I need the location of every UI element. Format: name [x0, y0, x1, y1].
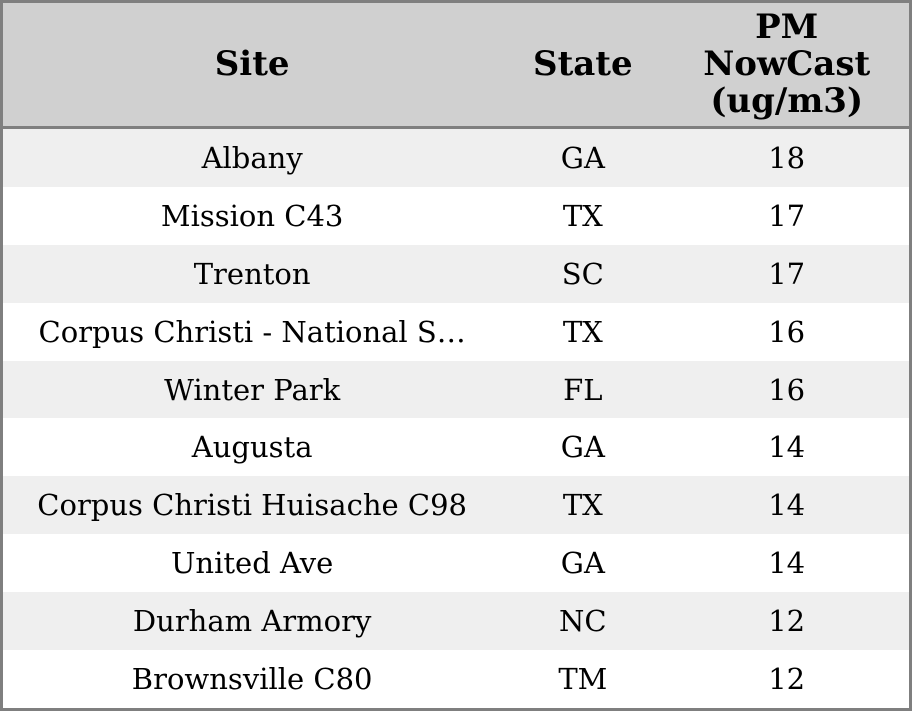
cell-state: SC [561, 256, 604, 291]
column-header-pm-nowcast: PM NowCast (ug/m3) [664, 3, 909, 129]
cell-site: Mission C43 [160, 198, 344, 233]
table-row: United Ave GA 14 [3, 534, 909, 593]
table-row: Corpus Christi Huisache C98 TX 14 [3, 476, 909, 535]
cell-site: Winter Park [164, 372, 341, 407]
cell-state: TX [562, 198, 603, 233]
cell-pm: 12 [768, 662, 806, 697]
cell-pm: 14 [768, 546, 806, 581]
table-row: Albany GA 18 [3, 127, 909, 187]
table-row: Mission C43 TX 17 [3, 186, 909, 245]
table-row: Trenton SC 17 [3, 244, 909, 303]
cell-pm: 17 [768, 256, 806, 291]
cell-site: Augusta [191, 430, 313, 465]
pm-nowcast-table: Site State PM NowCast (ug/m3) Albany GA 18… [3, 3, 909, 708]
cell-pm: 16 [768, 314, 806, 349]
column-header-pm-nowcast-label: PM NowCast (ug/m3) [703, 7, 871, 121]
cell-site: Corpus Christi Huisache C98 [37, 488, 467, 523]
column-header-site-label: Site [214, 44, 290, 84]
cell-site: Trenton [193, 256, 311, 291]
column-header-state-label: State [533, 44, 633, 84]
table-row: Durham Armory NC 12 [3, 592, 909, 651]
cell-state: TX [562, 488, 603, 523]
cell-pm: 18 [768, 140, 806, 175]
cell-site: Corpus Christi - National S… [38, 314, 466, 349]
cell-pm: 17 [768, 198, 806, 233]
cell-state: GA [560, 546, 605, 581]
cell-site: Brownsville C80 [131, 662, 373, 697]
cell-pm: 16 [768, 372, 806, 407]
cell-pm: 14 [768, 488, 806, 523]
cell-state: FL [563, 372, 603, 407]
cell-site: Albany [201, 140, 303, 175]
cell-state: GA [560, 430, 605, 465]
cell-site: United Ave [170, 546, 334, 581]
cell-state: TX [562, 314, 603, 349]
cell-state: GA [560, 140, 605, 175]
header-row: Site State PM NowCast (ug/m3) [3, 3, 909, 129]
column-header-site: Site [3, 3, 502, 129]
cell-state: TM [558, 662, 608, 697]
table-row: Augusta GA 14 [3, 418, 909, 477]
table-row: Corpus Christi - National S… TX 16 [3, 302, 909, 361]
column-header-state: State [501, 3, 665, 129]
cell-site: Durham Armory [132, 604, 372, 639]
cell-pm: 12 [768, 604, 806, 639]
table-row: Brownsville C80 TM 12 [3, 650, 909, 708]
cell-state: NC [559, 604, 607, 639]
table-row: Winter Park FL 16 [3, 360, 909, 419]
table-body: Albany GA 18 Mission C43 TX 17 Trenton SC 17 Corp… [3, 127, 909, 708]
cell-pm: 14 [768, 430, 806, 465]
table-header: Site State PM NowCast (ug/m3) [3, 3, 909, 129]
